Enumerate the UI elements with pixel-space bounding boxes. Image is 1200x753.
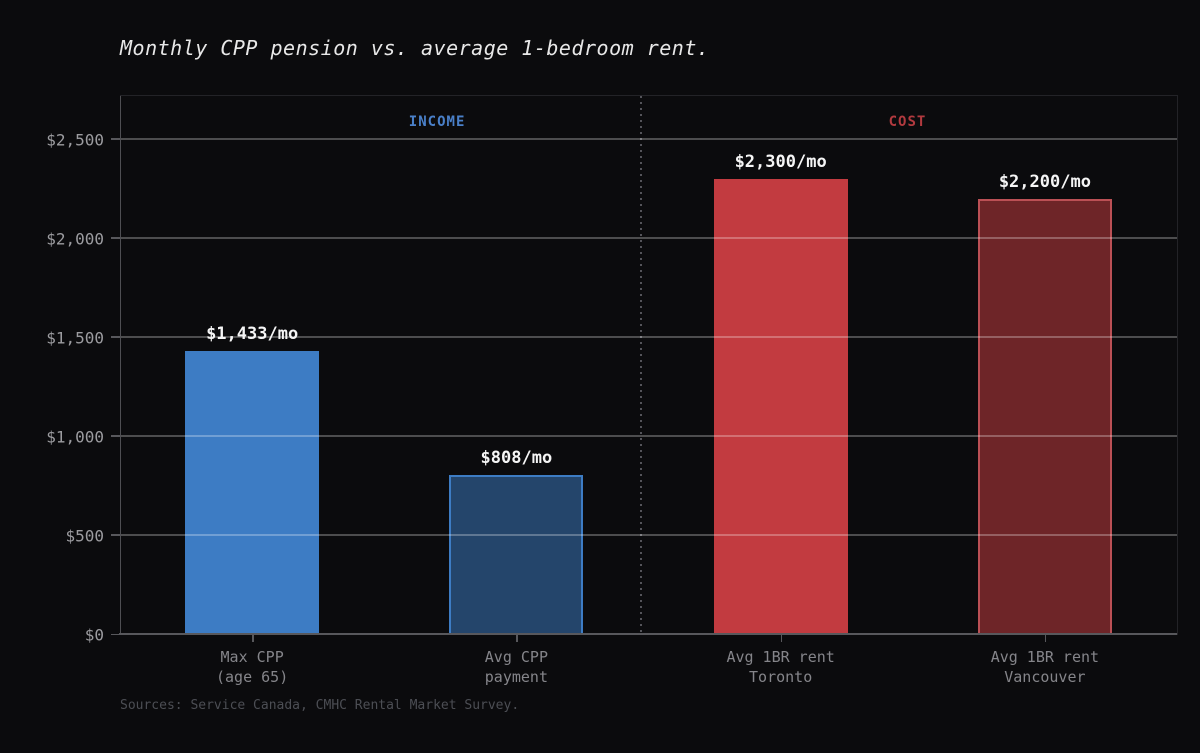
y-tick-label: $2,000 xyxy=(46,229,104,249)
y-tick-mark xyxy=(111,633,120,635)
bar-value-label: $2,200/mo xyxy=(998,172,1091,193)
bar-3 xyxy=(977,199,1112,635)
bar-value-label: $808/mo xyxy=(480,447,553,468)
x-axis-line xyxy=(119,633,1177,635)
y-axis-line xyxy=(120,96,121,635)
y-tick-label: $2,500 xyxy=(46,130,104,150)
x-tick-mark xyxy=(516,635,518,642)
chart-title: Monthly CPP pension vs. average 1-bedroo… xyxy=(120,36,710,60)
bar-value-label: $1,433/mo xyxy=(206,324,299,345)
gridline xyxy=(120,237,1177,239)
x-tick-mark xyxy=(1044,635,1047,642)
y-tick-mark xyxy=(111,138,120,140)
x-tick-mark xyxy=(780,635,783,642)
y-tick-mark xyxy=(111,534,120,536)
section-label-cost: COST xyxy=(888,114,927,130)
x-category-label: Max CPP (age 65) xyxy=(216,648,289,687)
plot-area: $0 $500 $1,000 $1,500 $2,000 $2,500 INCOME COST… xyxy=(46,95,1178,686)
section-divider-dotted-line xyxy=(640,96,642,635)
bar-value-label: $2,300/mo xyxy=(734,152,827,173)
gridline xyxy=(120,138,1177,140)
y-tick-mark xyxy=(111,336,120,338)
bar-2 xyxy=(713,179,848,635)
section-label-income: INCOME xyxy=(408,114,466,130)
x-category-label: Avg CPP payment xyxy=(484,648,548,687)
bar-1 xyxy=(449,474,584,635)
y-tick-mark xyxy=(111,435,120,437)
gridline xyxy=(120,336,1177,338)
gridline xyxy=(120,534,1177,536)
y-tick-label: $1,000 xyxy=(46,427,104,447)
x-category-label: Avg 1BR rent Toronto xyxy=(726,648,835,687)
gridline xyxy=(120,435,1177,437)
y-tick-mark xyxy=(111,237,120,239)
x-tick-mark xyxy=(252,635,254,642)
bar-0 xyxy=(185,351,320,635)
x-category-label: Avg 1BR rent Vancouver xyxy=(990,648,1100,687)
source-note: Sources: Service Canada, CMHC Rental Mar… xyxy=(120,698,520,713)
y-tick-label: $500 xyxy=(65,526,104,546)
y-tick-label: $1,500 xyxy=(46,328,104,348)
y-tick-label: $0 xyxy=(84,625,104,645)
